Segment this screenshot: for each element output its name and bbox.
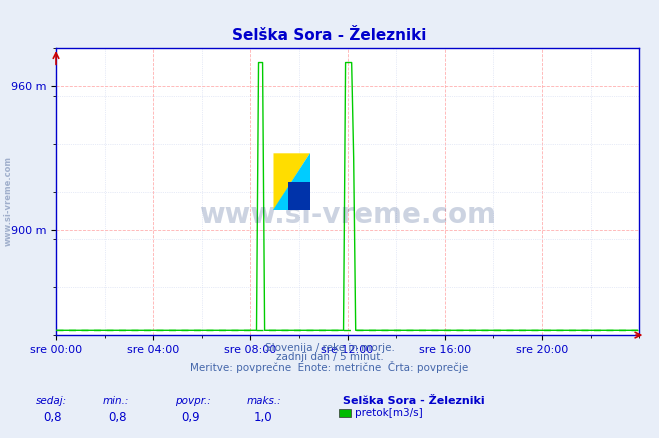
Text: 0,9: 0,9 [181,411,200,424]
Text: povpr.:: povpr.: [175,396,210,406]
Text: 0,8: 0,8 [109,411,127,424]
Text: 1,0: 1,0 [254,411,272,424]
Text: Meritve: povprečne  Enote: metrične  Črta: povprečje: Meritve: povprečne Enote: metrične Črta:… [190,361,469,373]
Text: www.si-vreme.com: www.si-vreme.com [199,201,496,229]
Text: zadnji dan / 5 minut.: zadnji dan / 5 minut. [275,352,384,362]
Text: 0,8: 0,8 [43,411,61,424]
Polygon shape [273,153,310,210]
Bar [288,182,310,210]
Text: Selška Sora - Železniki: Selška Sora - Železniki [233,28,426,43]
Polygon shape [273,153,310,210]
Text: sedaj:: sedaj: [36,396,67,406]
Text: maks.:: maks.: [247,396,282,406]
Text: Slovenija / reke in morje.: Slovenija / reke in morje. [264,343,395,353]
Text: min.:: min.: [102,396,129,406]
Text: pretok[m3/s]: pretok[m3/s] [355,408,422,418]
Text: Selška Sora - Železniki: Selška Sora - Železniki [343,396,484,406]
Text: www.si-vreme.com: www.si-vreme.com [3,156,13,247]
